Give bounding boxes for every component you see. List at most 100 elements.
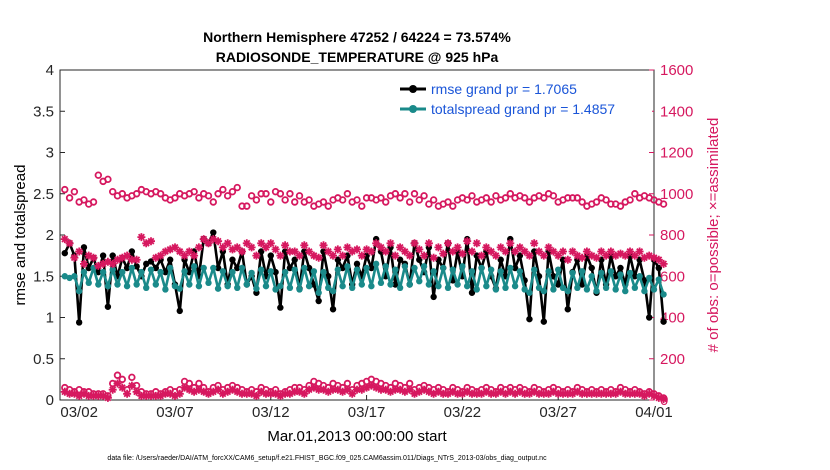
series-3-point: [563, 255, 572, 264]
series-2-point: [281, 196, 289, 204]
series-5-point: [396, 385, 405, 394]
series-1-point: [430, 268, 437, 275]
series-5-point: [544, 389, 553, 398]
series-1-point: [329, 287, 337, 295]
series-0-point: [430, 293, 437, 301]
series-3-point: [424, 239, 433, 248]
series-1-point: [80, 268, 88, 276]
series-1-point: [143, 284, 150, 291]
x-tick-label: 03/02: [60, 404, 98, 421]
series-1-point: [95, 281, 102, 288]
series-5-point: [238, 389, 246, 398]
series-3-point: [511, 247, 520, 256]
series-3-point: [190, 251, 199, 260]
series-5-point: [468, 389, 476, 398]
series-2-point: [425, 200, 433, 208]
series-1-point: [511, 282, 519, 290]
series-1-point: [574, 284, 581, 291]
legend-box: [396, 78, 652, 120]
series-5-point: [285, 389, 294, 398]
series-2-point: [382, 198, 390, 206]
series-5-point: [659, 395, 668, 403]
series-1-point: [128, 264, 136, 272]
series-1-point: [444, 284, 452, 291]
series-5-point: [362, 383, 371, 392]
series-1-point: [487, 266, 495, 273]
series-5-point: [616, 387, 625, 396]
series-5-point: [549, 387, 558, 396]
series-3-point: [271, 245, 280, 254]
series-2-point: [228, 187, 237, 196]
x-axis: 03/02 03/07 03/12 03/17 03/22 03/27 04/01: [60, 395, 673, 421]
series-3-point: [501, 247, 510, 256]
series-3-point: [161, 247, 170, 256]
series-2-point: [94, 171, 103, 179]
series-1-point: [147, 266, 155, 273]
series-3-point: [463, 237, 472, 246]
series-1-point: [655, 276, 662, 283]
series-3-point: [535, 247, 543, 256]
series-5-point: [654, 393, 663, 402]
series-1-point: [138, 268, 145, 276]
series-1-point: [617, 271, 624, 278]
series-3-point: [329, 251, 337, 260]
series-1-point: [454, 281, 461, 288]
series-1-point: [190, 263, 198, 270]
series-5-point: [113, 379, 122, 388]
series-3-point: [477, 251, 486, 260]
series-2-point: [262, 190, 270, 198]
series-3-point: [578, 253, 587, 262]
series-3-point: [142, 239, 151, 248]
series-3-point: [175, 247, 184, 256]
series-3-point: [113, 255, 122, 264]
series-3-point: [606, 247, 615, 256]
series-0-point: [277, 304, 284, 311]
series-1-point: [315, 289, 322, 296]
series-5-point: [381, 385, 390, 394]
series-3-point: [468, 247, 476, 256]
series-1-point: [372, 260, 380, 268]
y2-tick-label: 1200: [660, 145, 693, 162]
series-1-point: [368, 282, 375, 290]
series-0-point: [143, 260, 150, 268]
series-3-point: [525, 251, 534, 260]
series-1-point: [492, 286, 500, 293]
y2-tick-label: 1600: [660, 62, 693, 79]
series-3-point: [650, 253, 658, 262]
series-0-point: [162, 268, 169, 276]
series-3-point: [185, 247, 194, 256]
series-0-point: [660, 318, 667, 325]
y2-tick-label: 800: [660, 227, 685, 244]
series-0-point: [564, 306, 571, 313]
series-2-point: [156, 190, 165, 198]
series-1-point: [253, 285, 260, 292]
series-5-point: [410, 389, 419, 398]
series-3-point: [285, 247, 294, 256]
series-1-point: [425, 281, 433, 288]
series-0-point: [267, 252, 274, 259]
series-5-point: [520, 389, 529, 398]
series-0-point: [99, 252, 107, 259]
series-2-point: [626, 196, 634, 204]
series-1-point: [248, 269, 255, 277]
series-5-point: [597, 389, 606, 398]
series-5-point: [463, 387, 472, 396]
series-1-point: [272, 286, 279, 293]
series-5-point: [329, 385, 337, 394]
series-1-point: [349, 284, 356, 291]
series-3-point: [238, 247, 246, 256]
series-1-point: [598, 269, 605, 277]
series-5-point: [377, 385, 385, 394]
series-5-point: [223, 387, 232, 396]
series-3-point: [357, 251, 366, 260]
series-0-point: [315, 297, 322, 305]
series-1-point: [646, 274, 653, 282]
y-axis-label: rmse and totalspread: [12, 165, 29, 306]
series-0-point: [641, 277, 648, 284]
series-3-point: [127, 255, 136, 264]
chart-title-line2: RADIOSONDE_TEMPERATURE @ 925 hPa: [216, 49, 499, 65]
series-1-point: [526, 289, 533, 296]
series-5-point: [108, 385, 117, 394]
series-5-point: [592, 389, 601, 398]
series-5-point: [357, 385, 366, 394]
